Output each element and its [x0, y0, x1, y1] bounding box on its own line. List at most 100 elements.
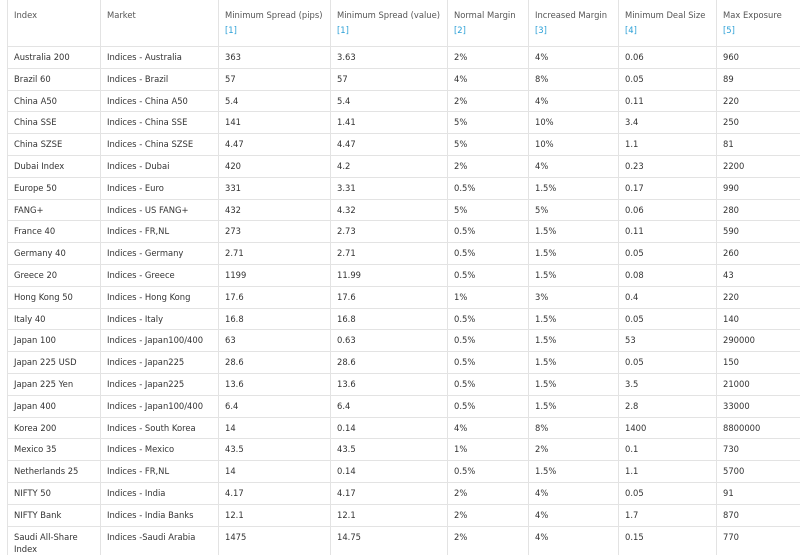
table-row: Japan 225 Yen Indices - Japan225 13.6 13.6 0… — [7, 372, 800, 396]
table-cell: 2% — [447, 503, 529, 527]
header-label: Increased Margin — [535, 10, 608, 20]
table-cell: Indices - China SZSE — [100, 133, 219, 156]
footnote-link[interactable]: [2] — [454, 24, 466, 35]
table-cell: Japan 400 — [7, 394, 101, 418]
table-cell: 3.5 — [618, 372, 717, 396]
table-cell: 13.6 — [218, 372, 331, 396]
table-cell: 89 — [716, 67, 800, 91]
table-cell: 432 — [218, 198, 331, 222]
table-cell: 1.5% — [528, 176, 619, 200]
header-label: Normal Margin — [454, 10, 516, 20]
table-cell: 260 — [716, 242, 800, 265]
table-cell: 5% — [447, 133, 529, 156]
table-cell: Indices -Saudi Arabia — [100, 525, 219, 555]
footnote-link[interactable]: [4] — [625, 24, 637, 35]
table-cell: 13.6 — [330, 372, 448, 396]
table-cell: 273 — [218, 220, 331, 244]
table-cell: 8% — [528, 67, 619, 91]
header-label: Minimum Spread (value) — [337, 10, 441, 20]
table-cell: China SSE — [7, 111, 101, 135]
table-cell: 12.1 — [218, 503, 331, 527]
table-cell: 8% — [528, 416, 619, 440]
table-cell: 53 — [618, 329, 717, 353]
table-cell: 4% — [528, 89, 619, 113]
table-cell: 1% — [447, 438, 529, 462]
table-cell: 4.32 — [330, 198, 448, 222]
table-cell: 0.63 — [330, 329, 448, 353]
table-cell: Indices - India Banks — [100, 503, 219, 527]
header-label: Market — [107, 10, 136, 20]
table-cell: 2.73 — [330, 220, 448, 244]
table-cell: Brazil 60 — [7, 67, 101, 91]
table-cell: Indices - Australia — [100, 46, 219, 69]
footnote-link[interactable]: [3] — [535, 24, 547, 35]
column-header: Normal Margin [2] — [447, 0, 529, 47]
table-row: Japan 225 USD Indices - Japan225 28.6 28.6 0… — [7, 351, 800, 374]
table-cell: Germany 40 — [7, 242, 101, 265]
table-cell: 2.71 — [218, 242, 331, 265]
table-cell: 4% — [528, 46, 619, 69]
table-cell: Indices - Germany — [100, 242, 219, 265]
table-cell: 2% — [447, 481, 529, 505]
table-cell: 770 — [716, 525, 800, 555]
table-cell: Indices - Japan225 — [100, 351, 219, 374]
table-cell: Greece 20 — [7, 263, 101, 287]
table-row: France 40 Indices - FR,NL 273 2.73 0.5% 1.5% 0… — [7, 220, 800, 244]
table-cell: 4% — [528, 481, 619, 505]
table-cell: Australia 200 — [7, 46, 101, 69]
table-cell: Indices - Greece — [100, 263, 219, 287]
table-cell: 2% — [447, 89, 529, 113]
table-cell: Netherlands 25 — [7, 460, 101, 483]
table-cell: 2% — [447, 525, 529, 555]
table-cell: Indices - South Korea — [100, 416, 219, 440]
table-cell: 10% — [528, 111, 619, 135]
table-cell: 4% — [528, 503, 619, 527]
table-cell: 1.5% — [528, 351, 619, 374]
table-cell: 1.1 — [618, 133, 717, 156]
table-cell: 1.5% — [528, 460, 619, 483]
table-cell: 1.5% — [528, 394, 619, 418]
table-cell: 5% — [447, 198, 529, 222]
footnote-link[interactable]: [5] — [723, 24, 735, 35]
table-cell: Indices - Mexico — [100, 438, 219, 462]
table-cell: 10% — [528, 133, 619, 156]
table-row: China SZSE Indices - China SZSE 4.47 4.47 5%… — [7, 133, 800, 156]
table-cell: 1.41 — [330, 111, 448, 135]
table-cell: Indices - Japan225 — [100, 372, 219, 396]
footnote-link[interactable]: [1] — [337, 24, 349, 35]
table-cell: 17.6 — [218, 285, 331, 309]
table-cell: Italy 40 — [7, 307, 101, 331]
header-label: Max Exposure — [723, 10, 782, 20]
table-cell: Indices - Italy — [100, 307, 219, 331]
table-cell: 960 — [716, 46, 800, 69]
table-cell: 0.5% — [447, 263, 529, 287]
table-cell: 1% — [447, 285, 529, 309]
table-cell: 2200 — [716, 154, 800, 178]
table-row: NIFTY 50 Indices - India 4.17 4.17 2% 4% 0.05 9… — [7, 481, 800, 505]
table-row: Japan 100 Indices - Japan100/400 63 0.63 0.5… — [7, 329, 800, 353]
table-row: Greece 20 Indices - Greece 1199 11.99 0.5% 1.… — [7, 263, 800, 287]
table-cell: China SZSE — [7, 133, 101, 156]
table-cell: 1400 — [618, 416, 717, 440]
table-cell: 43.5 — [330, 438, 448, 462]
footnote-link[interactable]: [1] — [225, 24, 237, 35]
table-cell: 220 — [716, 285, 800, 309]
table-cell: 5.4 — [218, 89, 331, 113]
table-cell: 250 — [716, 111, 800, 135]
table-cell: Europe 50 — [7, 176, 101, 200]
table-row: Dubai Index Indices - Dubai 420 4.2 2% 4% 0.23… — [7, 154, 800, 178]
table-cell: 16.8 — [330, 307, 448, 331]
table-cell: 0.1 — [618, 438, 717, 462]
table-row: Korea 200 Indices - South Korea 14 0.14 4% 8%… — [7, 416, 800, 440]
table-row: Netherlands 25 Indices - FR,NL 14 0.14 0.5% 1… — [7, 460, 800, 483]
table-cell: 0.06 — [618, 46, 717, 69]
header-label: Minimum Deal Size — [625, 10, 706, 20]
table-cell: 990 — [716, 176, 800, 200]
table-cell: 2.71 — [330, 242, 448, 265]
table-cell: Indices - Euro — [100, 176, 219, 200]
table-cell: 43.5 — [218, 438, 331, 462]
table-cell: Indices - US FANG+ — [100, 198, 219, 222]
table-cell: Saudi All-Share Index — [7, 525, 101, 555]
table-cell: 0.5% — [447, 329, 529, 353]
